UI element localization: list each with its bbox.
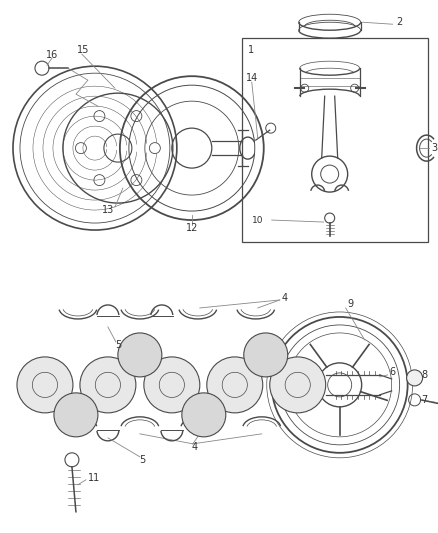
Text: 10: 10: [252, 215, 263, 224]
Text: 12: 12: [186, 223, 198, 233]
Text: 4: 4: [282, 293, 288, 303]
Text: 7: 7: [422, 395, 428, 405]
Circle shape: [144, 357, 200, 413]
Text: 15: 15: [77, 45, 89, 55]
Circle shape: [244, 333, 288, 377]
Text: 8: 8: [422, 370, 428, 380]
Text: 13: 13: [102, 205, 114, 215]
Text: 14: 14: [246, 73, 258, 83]
Text: 16: 16: [46, 50, 58, 60]
Text: 5: 5: [115, 340, 121, 350]
Text: 3: 3: [431, 143, 438, 153]
Circle shape: [118, 333, 162, 377]
Circle shape: [406, 370, 423, 386]
Text: 11: 11: [88, 473, 100, 483]
Text: 5: 5: [139, 455, 145, 465]
Circle shape: [182, 393, 226, 437]
Circle shape: [17, 357, 73, 413]
Text: 4: 4: [192, 442, 198, 452]
Circle shape: [54, 393, 98, 437]
Text: 1: 1: [248, 45, 254, 55]
Bar: [242, 38, 427, 242]
Text: 6: 6: [390, 367, 396, 377]
Circle shape: [80, 357, 136, 413]
Text: 2: 2: [397, 17, 403, 27]
Circle shape: [270, 357, 326, 413]
Circle shape: [207, 357, 263, 413]
Text: 9: 9: [348, 299, 354, 309]
